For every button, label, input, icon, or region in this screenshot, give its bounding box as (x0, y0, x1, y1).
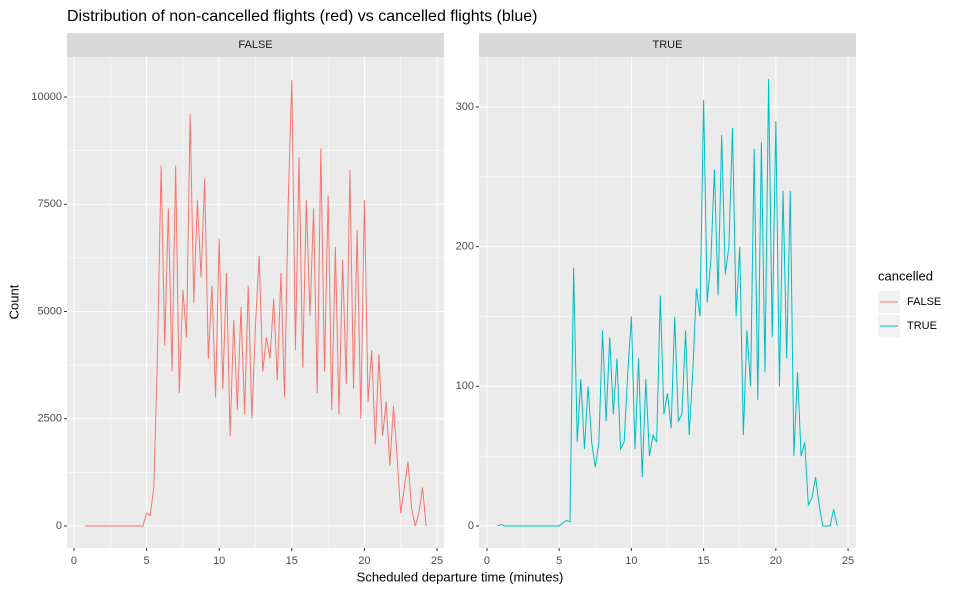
y-tick-label: 0 (468, 520, 474, 532)
x-tick-label: 25 (842, 555, 854, 567)
y-tick-label: 10000 (31, 91, 62, 103)
legend-title: cancelled (878, 268, 933, 283)
y-tick-label: 100 (456, 380, 474, 392)
y-tick-label: 7500 (38, 198, 62, 210)
y-tick-label: 300 (456, 101, 474, 113)
x-tick-label: 5 (144, 555, 150, 567)
y-tick-label: 0 (56, 520, 62, 532)
x-tick-label: 0 (71, 555, 77, 567)
data-line (497, 79, 838, 527)
legend-label: FALSE (907, 296, 941, 308)
x-tick-label: 20 (770, 555, 782, 567)
x-tick-label: 10 (625, 555, 637, 567)
x-tick-label: 25 (431, 555, 443, 567)
data-line (84, 79, 427, 527)
y-tick-label: 5000 (38, 305, 62, 317)
y-tick-label: 2500 (38, 413, 62, 425)
y-tick-label: 200 (456, 241, 474, 253)
chart-title: Distribution of non-cancelled flights (r… (67, 8, 537, 25)
strip-background (479, 33, 856, 57)
x-tick-label: 20 (358, 555, 370, 567)
y-axis-label: Count (6, 284, 21, 319)
strip-label: TRUE (653, 39, 683, 51)
x-axis-label: Scheduled departure time (minutes) (357, 569, 564, 584)
strip-background (67, 33, 444, 57)
x-tick-label: 0 (484, 555, 490, 567)
x-tick-label: 15 (697, 555, 709, 567)
legend-label: TRUE (907, 320, 937, 332)
x-tick-label: 15 (286, 555, 298, 567)
strip-label: FALSE (238, 39, 272, 51)
x-tick-label: 10 (213, 555, 225, 567)
x-tick-label: 5 (556, 555, 562, 567)
